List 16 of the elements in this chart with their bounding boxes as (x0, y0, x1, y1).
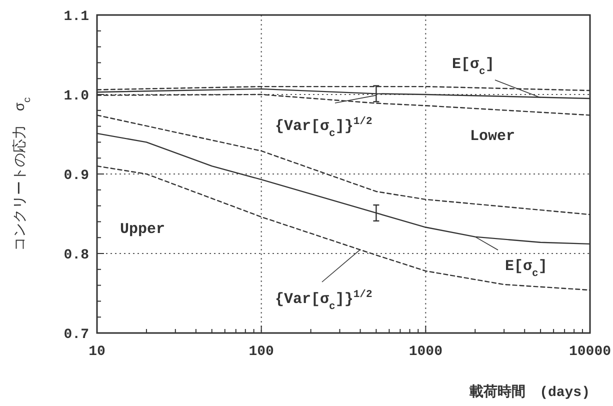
y-tick-label: 0.8 (64, 248, 89, 264)
x-axis-title: 載荷時間 (days) (468, 384, 590, 401)
x-tick-label: 1000 (408, 344, 442, 360)
annotation: Lower (470, 128, 516, 145)
annotation: E[σ$_{c}$] (452, 56, 494, 78)
y-tick-label: 0.9 (64, 168, 89, 184)
annotation: E[σ$_{c}$] (505, 258, 548, 280)
y-tick-label: 1.1 (64, 9, 89, 25)
annotation: {Var[σ$_{c}$]}$^{1/2}$ (275, 116, 372, 140)
annotation: Upper (120, 221, 166, 238)
x-tick-label: 10000 (568, 344, 612, 360)
y-tick-label: 0.7 (64, 327, 89, 343)
annotation: {Var[σ$_{c}$]}$^{1/2}$ (275, 289, 372, 313)
x-tick-label: 10 (88, 344, 106, 360)
x-tick-label: 100 (248, 344, 274, 360)
y-tick-label: 1.0 (64, 88, 89, 104)
